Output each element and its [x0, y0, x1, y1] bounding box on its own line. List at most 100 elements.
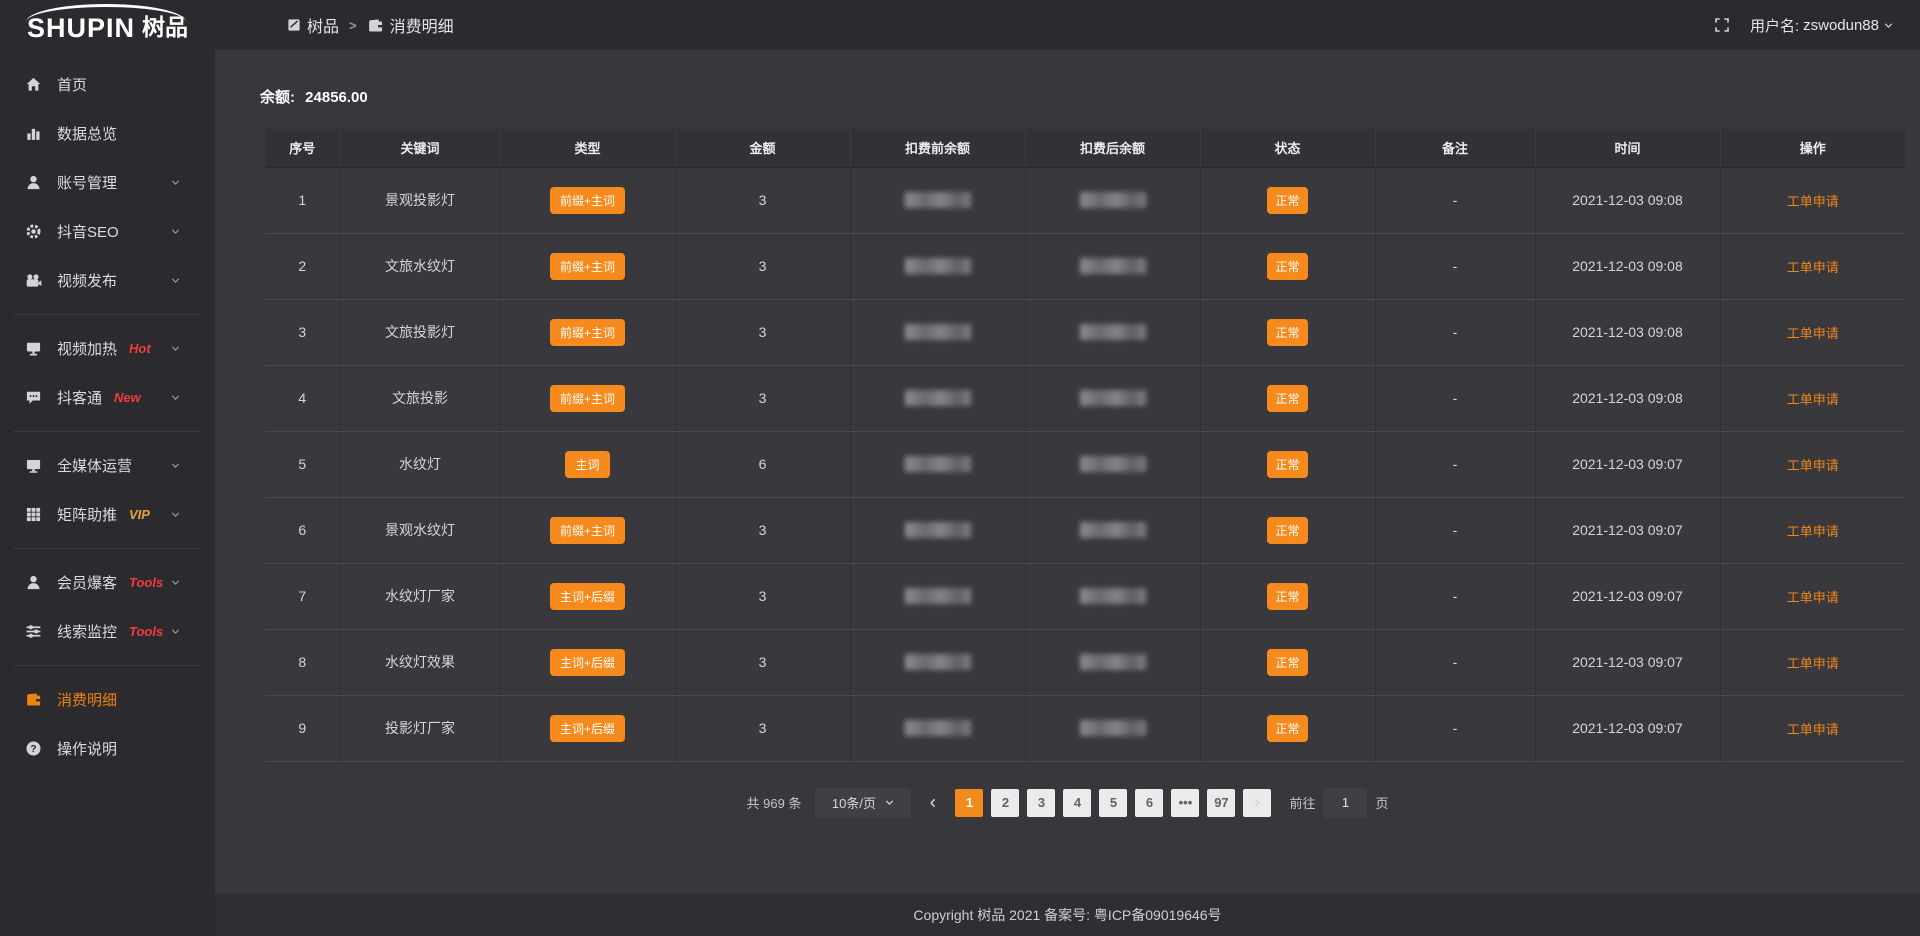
column-header: 状态: [1200, 129, 1376, 168]
sidebar-item-视频加热[interactable]: 视频加热 Hot: [0, 324, 215, 373]
page-size-select[interactable]: 10条/页: [815, 787, 912, 818]
page-button-1[interactable]: 1: [955, 788, 984, 817]
sidebar-item-全媒体运营[interactable]: 全媒体运营: [0, 441, 215, 490]
sidebar-item-消费明细[interactable]: 消费明细: [0, 675, 215, 724]
cell-remark: -: [1375, 167, 1536, 234]
column-header: 扣费后余额: [1025, 129, 1201, 168]
type-badge: 主词+后缀: [549, 648, 625, 676]
cell-action: 工单申请: [1720, 299, 1905, 366]
cell-status: 正常: [1200, 497, 1376, 564]
cell-balance-after: [1025, 299, 1201, 366]
monitor-icon: [24, 340, 42, 357]
chevron-down-icon: [166, 343, 184, 354]
blurred-balance-before: [904, 456, 971, 472]
work-order-link[interactable]: 工单申请: [1786, 457, 1839, 473]
video-camera-icon: [24, 272, 42, 289]
work-order-link[interactable]: 工单申请: [1786, 523, 1839, 539]
cell-type: 前缀+主词: [500, 233, 676, 300]
cell-action: 工单申请: [1720, 167, 1905, 234]
cell-keyword: 水纹灯厂家: [340, 563, 501, 630]
sidebar-item-数据总览[interactable]: 数据总览: [0, 109, 215, 158]
page-button-4[interactable]: 4: [1063, 788, 1092, 817]
sidebar-item-首页[interactable]: 首页: [0, 60, 215, 109]
sidebar-item-账号管理[interactable]: 账号管理: [0, 158, 215, 207]
cell-time: 2021-12-03 09:08: [1535, 365, 1721, 432]
breadcrumb-item[interactable]: 树品: [287, 13, 339, 37]
sidebar-item-抖客通[interactable]: 抖客通 New: [0, 373, 215, 422]
page-button-5[interactable]: 5: [1099, 788, 1128, 817]
breadcrumb: 树品 > 消费明细: [287, 13, 454, 37]
topbar-right: 用户名: zswodun88: [1714, 15, 1920, 36]
blurred-balance-after: [1079, 456, 1146, 472]
goto-page-input[interactable]: [1323, 787, 1368, 818]
cell-amount: 3: [675, 497, 851, 564]
work-order-link[interactable]: 工单申请: [1786, 391, 1839, 407]
page-button-3[interactable]: 3: [1027, 788, 1056, 817]
sidebar-item-操作说明[interactable]: ? 操作说明: [0, 724, 215, 773]
work-order-link[interactable]: 工单申请: [1786, 655, 1839, 671]
wallet-icon: [24, 691, 42, 708]
cell-keyword: 景观水纹灯: [340, 497, 501, 564]
cell-balance-before: [850, 365, 1026, 432]
cell-time: 2021-12-03 09:08: [1535, 233, 1721, 300]
logo-arc-decoration: [26, 4, 186, 22]
chevron-down-icon: [166, 577, 184, 588]
cell-remark: -: [1375, 629, 1536, 696]
status-badge: 正常: [1267, 186, 1308, 214]
sidebar-item-label: 矩阵助推: [57, 507, 118, 524]
sliders-icon: [24, 623, 42, 640]
app-icon: [287, 18, 301, 32]
chevron-down-icon: [884, 797, 895, 808]
fullscreen-icon[interactable]: [1714, 17, 1730, 33]
user-menu[interactable]: 用户名: zswodun88: [1750, 15, 1894, 36]
more-pages-button[interactable]: •••: [1171, 788, 1200, 817]
cell-balance-before: [850, 497, 1026, 564]
sidebar-item-label: 视频加热: [57, 341, 118, 358]
blurred-balance-before: [904, 192, 971, 208]
cell-balance-before: [850, 299, 1026, 366]
cell-remark: -: [1375, 233, 1536, 300]
sidebar-item-label: 账号管理: [57, 175, 118, 192]
cell-keyword: 文旅投影: [340, 365, 501, 432]
sidebar-item-label: 抖客通: [57, 390, 103, 407]
balance: 余额: 24856.00: [260, 86, 1920, 107]
cell-action: 工单申请: [1720, 431, 1905, 498]
prev-page-button[interactable]: [919, 789, 947, 817]
sidebar-divider: [14, 431, 201, 432]
cell-balance-after: [1025, 431, 1201, 498]
blurred-balance-before: [904, 588, 971, 604]
sidebar-item-会员爆客[interactable]: 会员爆客 Tools: [0, 558, 215, 607]
blurred-balance-after: [1079, 390, 1146, 406]
work-order-link[interactable]: 工单申请: [1786, 325, 1839, 341]
work-order-link[interactable]: 工单申请: [1786, 259, 1839, 275]
sidebar-item-线索监控[interactable]: 线索监控 Tools: [0, 607, 215, 656]
page-button-6[interactable]: 6: [1135, 788, 1164, 817]
status-badge: 正常: [1267, 516, 1308, 544]
chevron-down-icon: [166, 226, 184, 237]
user-icon: [24, 174, 42, 191]
sidebar-item-矩阵助推[interactable]: 矩阵助推 VIP: [0, 490, 215, 539]
sidebar-item-视频发布[interactable]: 视频发布: [0, 256, 215, 305]
cell-remark: -: [1375, 695, 1536, 762]
sidebar-item-tag: VIP: [129, 507, 150, 522]
cell-amount: 3: [675, 233, 851, 300]
work-order-link[interactable]: 工单申请: [1786, 589, 1839, 605]
cell-keyword: 文旅水纹灯: [340, 233, 501, 300]
page-button-2[interactable]: 2: [991, 788, 1020, 817]
cell-balance-before: [850, 167, 1026, 234]
question-icon: ?: [24, 740, 42, 757]
cell-time: 2021-12-03 09:07: [1535, 695, 1721, 762]
type-badge: 前缀+主词: [549, 318, 625, 346]
work-order-link[interactable]: 工单申请: [1786, 193, 1839, 209]
username-value: zswodun88: [1803, 16, 1879, 34]
status-badge: 正常: [1267, 252, 1308, 280]
next-page-button[interactable]: [1243, 788, 1272, 817]
pagination-total: 共 969 条: [746, 796, 802, 811]
sidebar-item-label: 数据总览: [57, 126, 118, 143]
sidebar-item-label: 视频发布: [57, 273, 118, 290]
balance-label: 余额:: [260, 89, 295, 106]
sidebar-item-抖音SEO[interactable]: 抖音SEO: [0, 207, 215, 256]
page-button-97[interactable]: 97: [1207, 788, 1236, 817]
work-order-link[interactable]: 工单申请: [1786, 721, 1839, 737]
